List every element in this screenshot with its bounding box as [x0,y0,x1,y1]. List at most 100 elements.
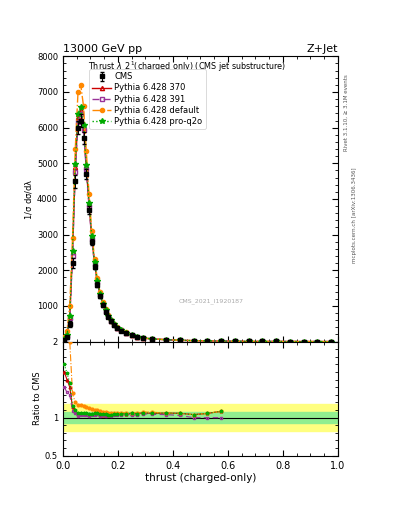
Pythia 6.428 370 [64,332,70,338]
Pythia 6.428 default [68,303,72,309]
Pythia 6.428 370 [178,337,182,344]
Pythia 6.428 pro-q2o [178,337,182,344]
Pythia 6.428 default [246,338,251,345]
Pythia 6.428 pro-q2o [68,312,72,318]
Pythia 6.428 391 [68,315,72,322]
Pythia 6.428 pro-q2o [98,291,103,297]
Pythia 6.428 default [81,103,86,110]
Pythia 6.428 370 [135,334,140,340]
Pythia 6.428 370 [62,336,67,342]
Pythia 6.428 pro-q2o [260,338,265,345]
Pythia 6.428 370 [114,325,119,331]
Pythia 6.428 391 [84,166,89,172]
Text: 13000 GeV pp: 13000 GeV pp [63,44,142,54]
Pythia 6.428 370 [219,338,223,344]
Pythia 6.428 370 [315,338,320,345]
Pythia 6.428 default [114,324,119,330]
Pythia 6.428 370 [288,338,292,345]
Pythia 6.428 391 [219,338,223,344]
Text: Thrust $\lambda$_2$^1$(charged only) (CMS jet substructure): Thrust $\lambda$_2$^1$(charged only) (CM… [88,59,286,74]
Pythia 6.428 pro-q2o [274,338,279,345]
Pythia 6.428 391 [329,338,334,345]
Pythia 6.428 pro-q2o [73,161,78,167]
Pythia 6.428 370 [274,338,279,345]
Pythia 6.428 370 [246,338,251,345]
Text: CMS_2021_I1920187: CMS_2021_I1920187 [178,299,243,305]
Line: Pythia 6.428 370: Pythia 6.428 370 [62,108,333,344]
Pythia 6.428 370 [76,114,81,120]
Pythia 6.428 default [274,338,279,345]
Pythia 6.428 370 [260,338,265,345]
Pythia 6.428 370 [118,327,123,333]
Pythia 6.428 391 [106,313,111,319]
Pythia 6.428 pro-q2o [246,338,251,345]
Pythia 6.428 370 [103,308,108,314]
Pythia 6.428 pro-q2o [112,322,116,328]
Pythia 6.428 370 [81,124,86,131]
Line: Pythia 6.428 default: Pythia 6.428 default [62,83,333,344]
Pythia 6.428 391 [315,338,320,345]
Text: Rivet 3.1.10, ≥ 3.1M events: Rivet 3.1.10, ≥ 3.1M events [344,74,349,151]
Pythia 6.428 default [140,335,145,341]
Pythia 6.428 370 [70,249,75,255]
Pythia 6.428 391 [135,334,140,340]
Pythia 6.428 default [62,334,67,340]
Pythia 6.428 391 [288,338,292,345]
Pythia 6.428 391 [86,203,91,209]
Pythia 6.428 default [86,190,91,197]
Pythia 6.428 default [135,334,140,340]
Pythia 6.428 pro-q2o [106,313,111,319]
Pythia 6.428 370 [140,335,145,341]
Text: mcplots.cern.ch [arXiv:1306.3436]: mcplots.cern.ch [arXiv:1306.3436] [352,167,357,263]
Pythia 6.428 pro-q2o [101,301,105,307]
Pythia 6.428 pro-q2o [288,338,292,345]
Pythia 6.428 default [233,338,237,345]
Pythia 6.428 370 [150,336,155,342]
Pythia 6.428 391 [79,111,83,117]
Line: Pythia 6.428 pro-q2o: Pythia 6.428 pro-q2o [61,104,334,345]
Pythia 6.428 370 [101,301,105,307]
Pythia 6.428 370 [98,291,103,297]
Pythia 6.428 391 [101,301,105,307]
Pythia 6.428 370 [129,332,134,338]
Pythia 6.428 370 [68,313,72,319]
Pythia 6.428 pro-q2o [129,332,134,338]
Pythia 6.428 370 [79,106,83,113]
Pythia 6.428 pro-q2o [124,330,129,336]
Pythia 6.428 391 [70,253,75,259]
Pythia 6.428 default [150,336,155,342]
Pythia 6.428 default [178,337,182,344]
Pythia 6.428 default [90,228,94,234]
Pythia 6.428 pro-q2o [95,278,100,284]
Pythia 6.428 391 [233,338,237,345]
Pythia 6.428 pro-q2o [315,338,320,345]
Pythia 6.428 default [205,338,210,344]
Pythia 6.428 default [329,338,334,345]
Text: Z+Jet: Z+Jet [307,44,338,54]
X-axis label: thrust (charged-only): thrust (charged-only) [145,473,256,483]
Pythia 6.428 391 [246,338,251,345]
Pythia 6.428 391 [140,335,145,341]
Pythia 6.428 default [219,338,223,344]
Pythia 6.428 default [288,338,292,345]
Line: Pythia 6.428 391: Pythia 6.428 391 [62,112,333,344]
Pythia 6.428 default [92,256,97,262]
Pythia 6.428 default [64,328,70,334]
Pythia 6.428 pro-q2o [329,338,334,345]
Pythia 6.428 pro-q2o [86,200,91,206]
Pythia 6.428 370 [164,336,169,343]
Pythia 6.428 pro-q2o [164,336,169,343]
Pythia 6.428 default [76,89,81,95]
Pythia 6.428 370 [191,337,196,344]
Pythia 6.428 370 [92,260,97,266]
Pythia 6.428 370 [112,322,116,328]
Pythia 6.428 default [260,338,265,345]
Pythia 6.428 370 [124,330,129,336]
Pythia 6.428 391 [103,308,108,314]
Pythia 6.428 default [103,306,108,312]
Pythia 6.428 default [98,289,103,295]
Pythia 6.428 pro-q2o [114,325,119,331]
Pythia 6.428 391 [129,332,134,338]
Pythia 6.428 370 [329,338,334,345]
Pythia 6.428 pro-q2o [150,336,155,342]
